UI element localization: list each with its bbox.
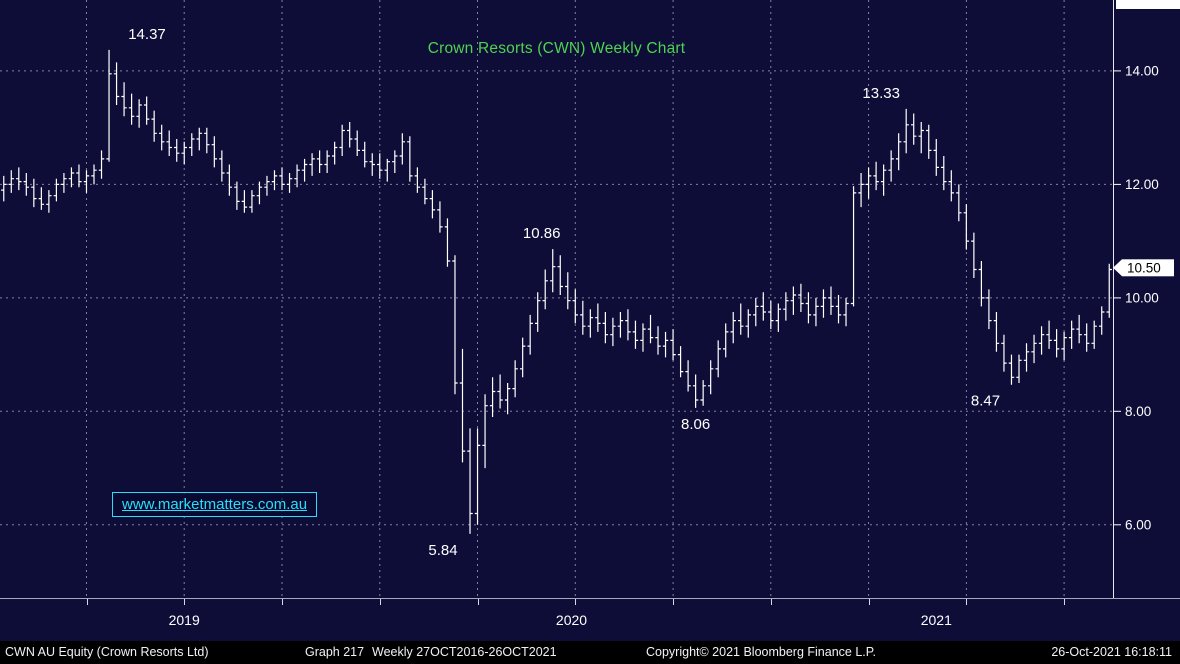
last-price-label: 10.50	[1127, 260, 1161, 275]
graph-number: Graph 217	[305, 645, 365, 659]
status-bar: CWN AU Equity (Crown Resorts Ltd) Graph …	[0, 641, 1180, 664]
marketmatters-link[interactable]: www.marketmatters.com.au	[112, 492, 318, 517]
scrollbar-strip[interactable]	[1116, 0, 1180, 9]
y-axis-label: 12.00	[1125, 177, 1159, 192]
price-chart: 14.00 12.00 10.00 8.00 6.00 10.50 14.37 13.33 10…	[0, 0, 1180, 598]
year-label: 2019	[168, 612, 200, 628]
year-label: 2021	[920, 612, 952, 628]
price-annotation: 10.86	[523, 225, 561, 242]
x-axis-tick	[477, 599, 479, 605]
x-axis-band: 2019 2020 2021	[0, 598, 1180, 642]
year-label: 2020	[555, 612, 588, 628]
chart-title: Crown Resorts (CWN) Weekly Chart	[427, 40, 686, 57]
last-price-pointer	[1113, 259, 1122, 277]
ohlc-chart-svg: 14.00 12.00 10.00 8.00 6.00 10.50 14.37 13.33 10…	[0, 0, 1174, 598]
y-axis-label: 8.00	[1125, 404, 1151, 419]
copyright-text: Copyright© 2021 Bloomberg Finance L.P.	[646, 645, 876, 659]
x-axis-tick	[379, 599, 381, 605]
x-axis-tick	[770, 599, 772, 605]
y-axis-label: 14.00	[1125, 63, 1159, 78]
y-axis-label: 6.00	[1125, 517, 1151, 532]
x-axis-tick	[673, 599, 675, 605]
y-axis-label: 10.00	[1125, 290, 1159, 305]
price-annotation: 8.47	[971, 393, 1000, 410]
price-annotation: 5.84	[428, 542, 457, 559]
timestamp: 26-Oct-2021 16:18:11	[1051, 645, 1172, 659]
security-description: CWN AU Equity (Crown Resorts Ltd)	[5, 645, 209, 659]
price-annotation: 8.06	[681, 416, 710, 433]
x-axis-tick	[282, 599, 283, 605]
last-price-box	[1122, 259, 1174, 277]
x-axis-tick	[1064, 599, 1066, 605]
x-axis-tick	[868, 599, 870, 605]
price-annotation: 13.33	[862, 85, 900, 102]
x-axis-tick	[966, 599, 968, 605]
price-annotation: 14.37	[128, 26, 166, 43]
price-bars	[1, 49, 1112, 534]
x-axis-tick	[184, 599, 186, 605]
date-range: Weekly 27OCT2016-26OCT2021	[372, 645, 557, 659]
x-axis-tick	[575, 599, 577, 605]
x-axis-tick	[86, 599, 88, 605]
